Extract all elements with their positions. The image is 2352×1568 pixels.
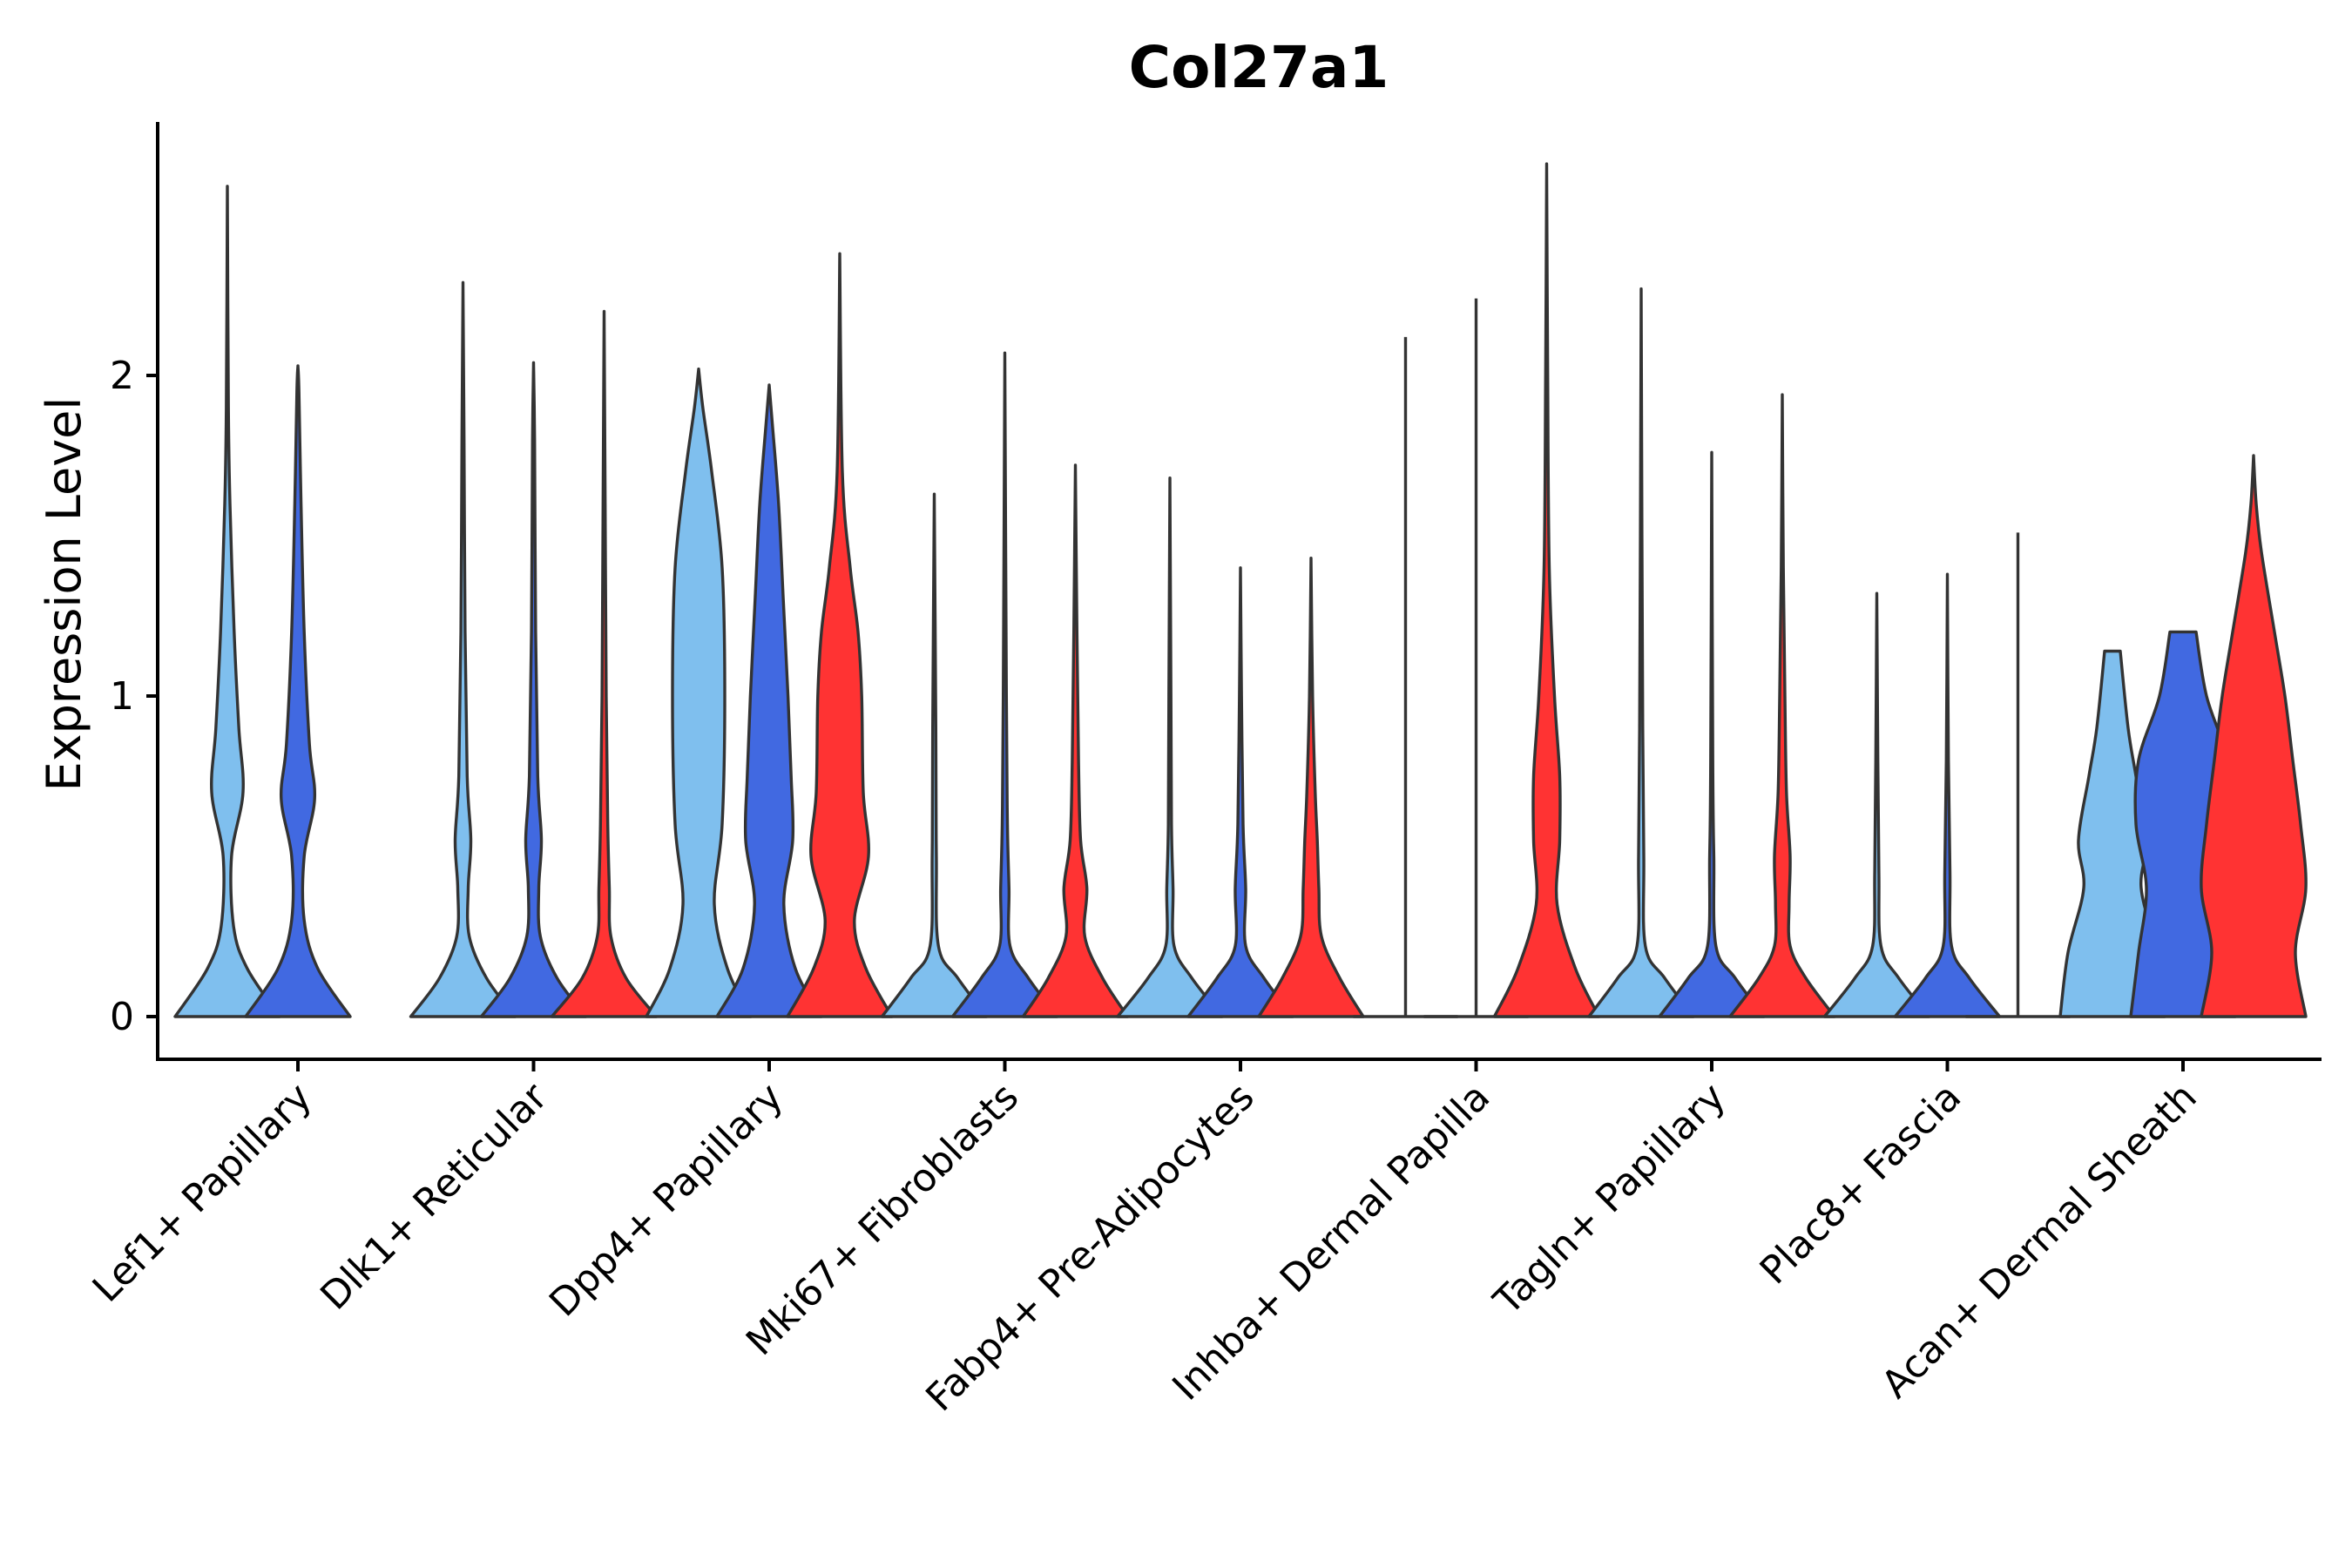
violin-sample2	[1893, 572, 2002, 1018]
violin-sample2	[244, 364, 352, 1018]
violin-sample1	[2058, 649, 2166, 1018]
violin-sample1	[880, 492, 989, 1018]
violin-sample3	[1728, 393, 1836, 1018]
chart-title: Col27a1	[1129, 34, 1389, 101]
y-tick-label: 1	[110, 674, 134, 719]
violin-sample2	[1423, 298, 1529, 1018]
y-axis-label: Expression Level	[37, 397, 91, 792]
violin-sample1	[1116, 476, 1224, 1018]
violin-sample3	[1492, 162, 1601, 1018]
violin-sample1	[173, 185, 281, 1018]
violin-sample1	[1353, 336, 1458, 1018]
violin-sample1	[1587, 287, 1695, 1018]
violin-sample3	[1021, 463, 1130, 1018]
violin-sample1	[409, 280, 517, 1018]
violin-sample1	[1822, 591, 1931, 1018]
x-tick-label: Dpp4+ Papillary	[541, 1075, 792, 1326]
violin-sample3	[550, 309, 659, 1018]
violin-sample3	[1965, 532, 2071, 1018]
violin-sample3	[2200, 454, 2308, 1018]
x-tick-label: Tagln+ Papillary	[1485, 1075, 1734, 1324]
violin-sample2	[1658, 450, 1766, 1018]
y-ticks: 0 1 2	[110, 354, 158, 1039]
violin-sample2	[1186, 566, 1294, 1018]
x-tick-label: Mki67+ Fibroblasts	[738, 1075, 1027, 1364]
violin-sample1	[645, 367, 753, 1018]
y-tick-label: 0	[110, 995, 134, 1039]
violin-sample3	[786, 252, 894, 1018]
violins-layer	[173, 162, 2308, 1018]
violin-sample2	[950, 351, 1059, 1018]
violin-sample2	[715, 383, 823, 1018]
y-tick-label: 2	[110, 354, 134, 398]
violin-sample3	[1257, 557, 1365, 1018]
x-tick-label: Plac8+ Fascia	[1752, 1075, 1970, 1294]
x-tick-label: Lef1+ Papillary	[84, 1075, 321, 1311]
violin-sample2	[479, 361, 588, 1018]
x-tick-label: Dlk1+ Reticular	[312, 1074, 557, 1319]
